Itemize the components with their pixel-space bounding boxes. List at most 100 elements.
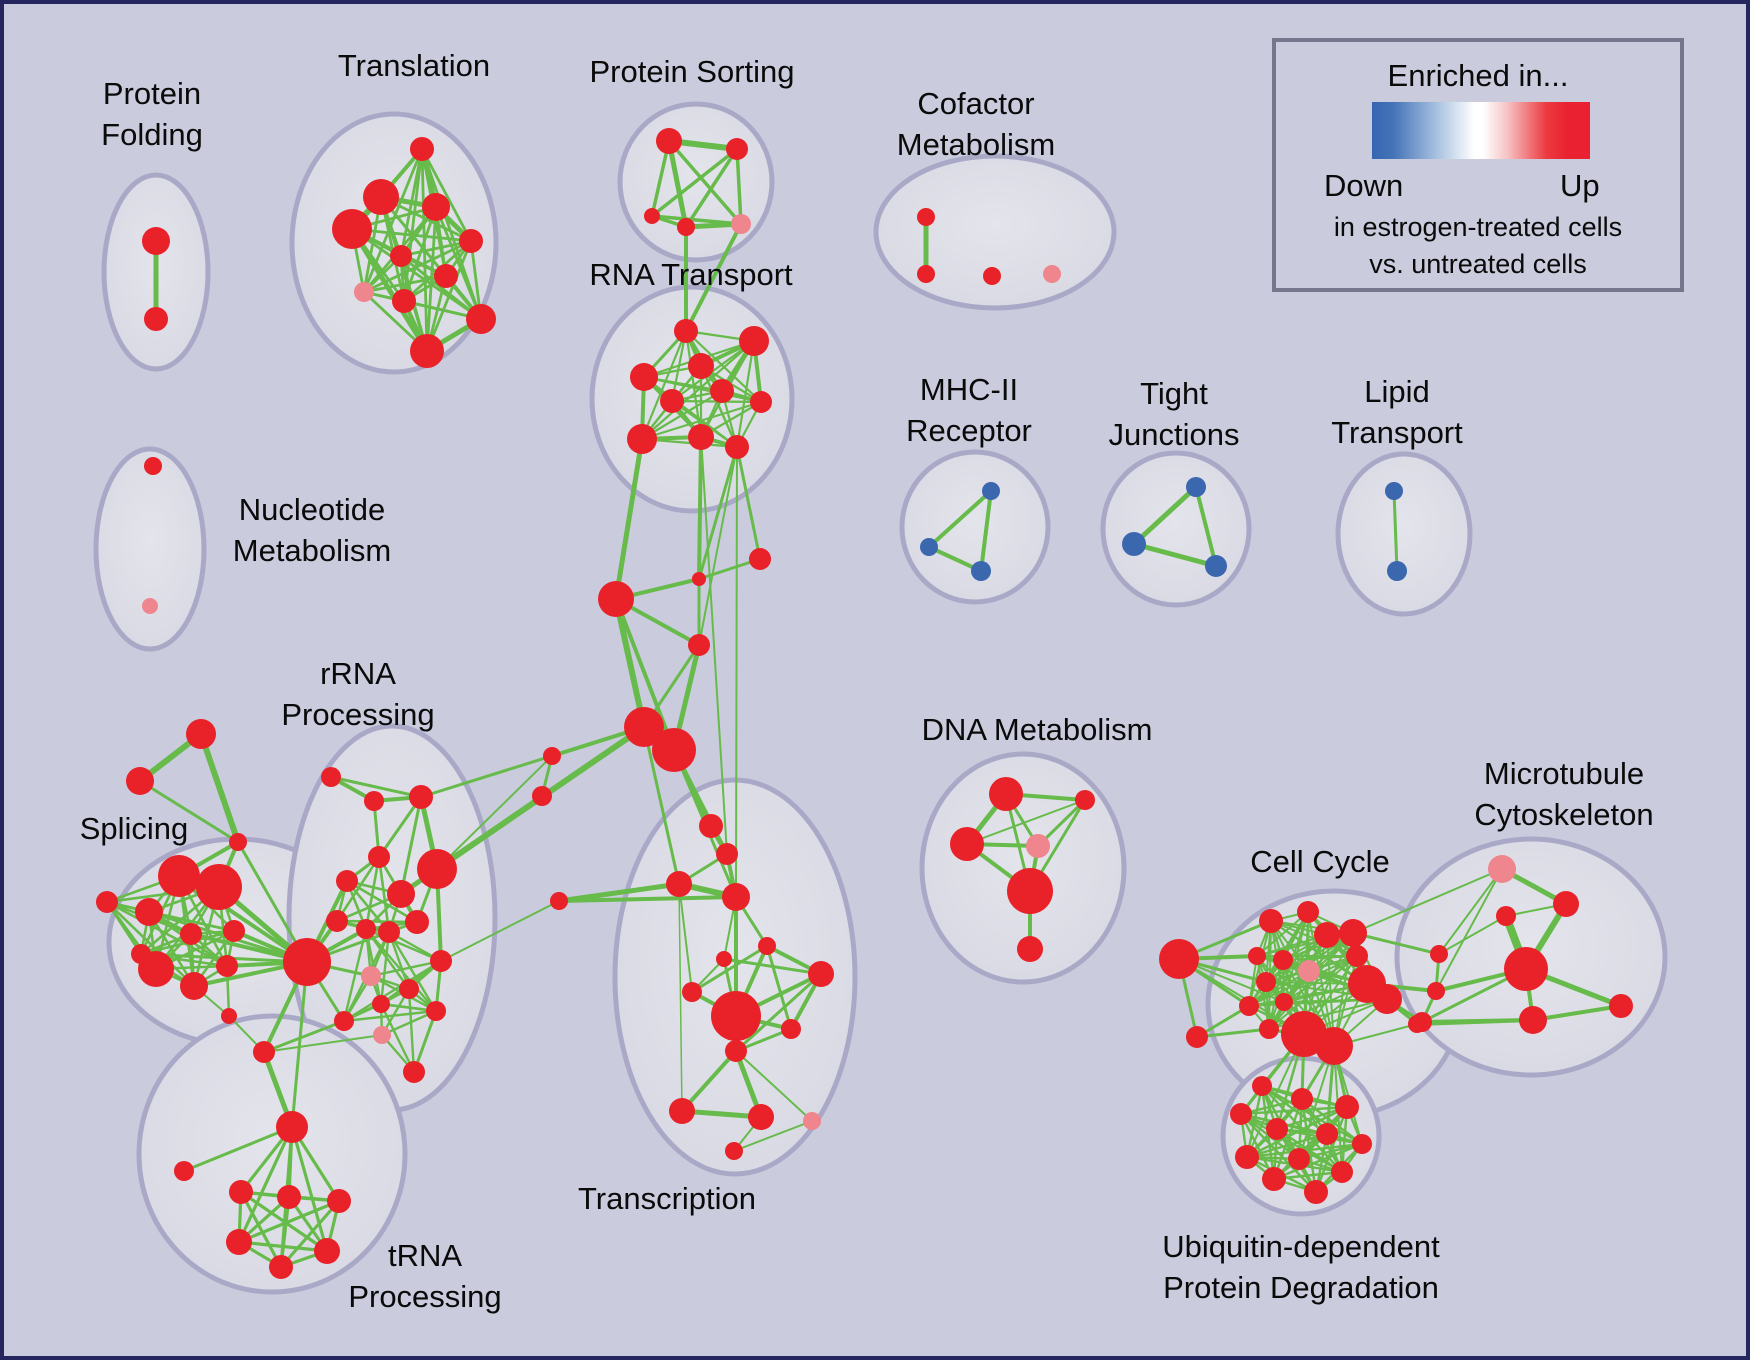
edge-protein_sorting [650,147,739,218]
edge-microtubule [1531,1004,1623,1022]
gene-set-node-dna-4 [1007,868,1053,914]
gene-set-node-protein_folding-1 [144,307,168,331]
gene-set-node-transcription-13 [803,1112,821,1130]
edge-rna_transport-connectors [735,445,762,561]
gene-set-node-protein_sorting-2 [644,208,660,224]
cluster-label-protein_folding: Folding [101,117,203,152]
cluster-label-transcription: Transcription [578,1181,756,1216]
edge-rna_transport-connectors [613,436,645,602]
edge-protein_sorting [684,147,739,229]
edge-rrna [369,959,443,978]
gene-set-node-splicing-10 [138,951,174,987]
cluster-label-mhc: MHC-II [920,372,1018,407]
gene-set-node-cell_cycle-10 [1346,945,1368,967]
gene-set-node-cell_cycle-7 [1298,960,1320,982]
legend-box: Enriched in... Down Up in estrogen-treat… [1272,38,1684,292]
edge-rrna [407,987,416,1074]
gene-set-node-cofactor-1 [917,265,935,283]
gene-set-node-transcription-4 [758,937,776,955]
gene-set-node-translation-0 [410,137,434,161]
edge-connectors-transcription [557,895,738,903]
gene-set-node-trna-6 [314,1238,340,1264]
edge-protein_sorting [667,139,743,226]
gene-set-node-cell_cycle-17 [1315,1027,1353,1065]
edge-transcription [679,1108,764,1120]
gene-set-node-cell_cycle-4 [1248,947,1266,965]
edge-protein_sorting [735,147,743,226]
gene-set-node-splicing-0 [186,719,216,749]
legend-up-label: Up [1560,168,1600,203]
gene-set-node-splicing-11 [180,972,208,1000]
edge-trna [279,1199,341,1269]
gene-set-node-rrna-5 [417,849,457,889]
edge-trna [239,1190,329,1253]
edge-splicing [138,779,240,844]
gene-set-node-microtubule-0 [1488,855,1516,883]
gene-set-node-microtubule-2 [1496,906,1516,926]
gene-set-node-connectors-6 [550,892,568,910]
edge-connectors-rrna [419,725,646,799]
gene-set-node-dna-2 [950,827,984,861]
gene-set-node-rrna-17 [373,1026,391,1044]
gene-set-node-lipid-1 [1387,561,1407,581]
gene-set-node-rrna-11 [430,950,452,972]
edge-transcription [678,883,693,993]
edge-cell_cycle [1268,955,1358,1030]
gene-set-node-microtubule-3 [1504,947,1548,991]
gene-set-node-connectors-2 [598,581,634,617]
gene-set-node-ubiquitin-6 [1352,1134,1372,1154]
gene-set-node-cell_cycle-14 [1275,993,1293,1011]
edge-rna_transport [699,364,739,449]
edge-trna [237,1125,294,1244]
edge-rna_transport [640,339,756,441]
edge-trna [237,1199,341,1244]
gene-set-node-ubiquitin-7 [1235,1145,1259,1169]
edge-trna-rrna [263,1034,383,1053]
edge-transcription [678,883,683,1112]
gene-set-node-rrna-7 [405,910,429,934]
edge-mhc [979,489,993,573]
cluster-label-cofactor: Cofactor [917,86,1034,121]
gene-set-node-rrna-15 [334,1011,354,1031]
gene-set-node-cofactor-3 [1043,265,1061,283]
edge-rna_transport [640,329,688,441]
gene-set-node-translation-1 [363,179,399,215]
gene-set-node-transcription-2 [666,871,692,897]
gene-set-node-cell_cycle-1 [1186,1026,1208,1048]
gene-set-node-transcription-3 [722,883,750,911]
cluster-label-rrna: rRNA [320,656,396,691]
cluster-label-protein_sorting: Protein Sorting [589,54,794,89]
labels-layer: Protein Folding Translation Protein Sorting… [80,48,1654,1314]
gene-set-node-rna_transport-6 [660,389,684,413]
gene-set-node-cell_cycle-0 [1159,939,1199,979]
edge-transcription [734,972,823,1053]
edge-mhc [927,489,993,549]
gene-set-node-tight_junctions-2 [1205,555,1227,577]
cluster-label-ubiquitin: Ubiquitin-dependent [1162,1229,1440,1264]
edge-rrna [364,855,381,931]
gene-set-node-translation-5 [390,245,412,267]
gene-set-node-cell_cycle-9 [1339,919,1367,947]
gene-set-node-dna-1 [1075,790,1095,810]
gene-set-node-connectors-1 [692,572,706,586]
gene-set-node-protein_sorting-0 [656,128,682,154]
edge-connectors-transcription [642,725,681,886]
edge-microtubule [1435,868,1503,992]
nodes-layer [96,128,1633,1279]
gene-set-node-nucleotide-0 [144,457,162,475]
gene-set-node-rrna-18 [403,1061,425,1083]
gene-set-node-ubiquitin-0 [1252,1076,1272,1096]
edge-translation [399,254,483,321]
edge-cell_cycle [1248,934,1328,1007]
edge-splicing [105,900,236,933]
edge-ubiquitin [1272,1142,1364,1181]
edge-rrna [342,927,368,1023]
gene-set-node-splicing-7 [180,923,202,945]
edge-connectors [614,597,676,752]
gene-set-node-translation-4 [459,229,483,253]
edge-translation [420,147,473,243]
edge-cell_cycle-microtubule [1351,931,1441,956]
gene-set-node-trna-5 [226,1229,252,1255]
gene-set-node-protein_sorting-1 [726,138,748,160]
cluster-label-microtubule: Cytoskeleton [1474,797,1653,832]
